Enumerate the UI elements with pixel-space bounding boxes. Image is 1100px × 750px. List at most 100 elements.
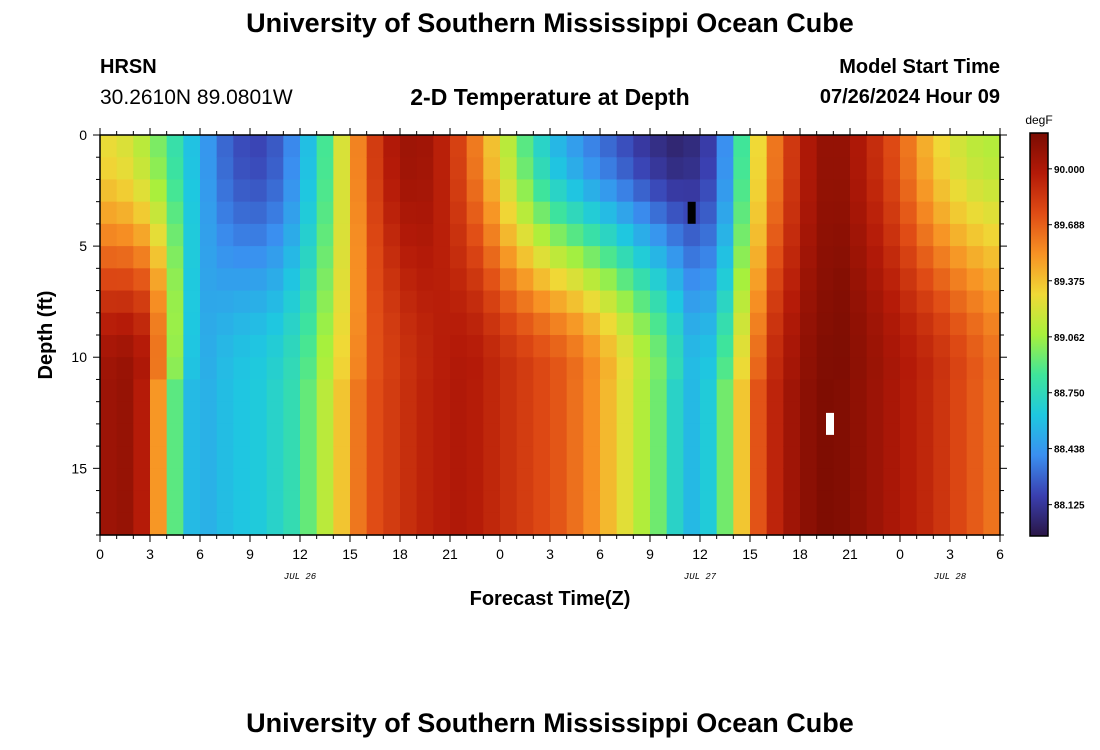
heatmap-cell: [516, 135, 534, 158]
heatmap-cell: [416, 246, 434, 269]
heatmap-cell: [283, 512, 301, 536]
heatmap-cell: [200, 446, 218, 469]
heatmap-cell: [600, 423, 618, 447]
heatmap-cell: [350, 335, 368, 358]
heatmap-cell: [600, 335, 618, 358]
heatmap-cell: [133, 335, 151, 358]
heatmap-cell: [266, 512, 284, 536]
heatmap-cell: [600, 379, 618, 403]
heatmap-cell: [666, 401, 684, 425]
heatmap-cell: [750, 468, 768, 492]
heatmap-cell: [566, 468, 584, 492]
heatmap-cell: [733, 335, 751, 358]
heatmap-cell: [733, 401, 751, 425]
heatmap-cell: [866, 423, 884, 447]
heatmap-cell: [966, 335, 984, 358]
heatmap-cell: [483, 268, 501, 292]
heatmap-cell: [600, 135, 618, 158]
heatmap-cell: [983, 223, 1001, 247]
heatmap-cell: [950, 490, 968, 514]
heatmap-cell: [933, 268, 951, 292]
heatmap-cell: [483, 379, 501, 403]
heatmap-cell: [450, 135, 468, 158]
station-coords: 30.2610N 89.0801W: [100, 86, 293, 109]
heatmap-cell: [650, 490, 668, 514]
heatmap-cell: [883, 290, 901, 314]
heatmap-cell: [900, 379, 918, 403]
heatmap-cell: [100, 290, 118, 314]
colorbar-unit: degF: [1025, 113, 1052, 127]
heatmap-cell: [483, 290, 501, 314]
heatmap-cell: [466, 135, 484, 158]
heatmap-cell: [766, 179, 784, 203]
heatmap-cell: [783, 290, 801, 314]
heatmap-cell: [416, 401, 434, 425]
heatmap-cell: [416, 157, 434, 181]
heatmap-cell: [183, 423, 201, 447]
heatmap-cell: [183, 468, 201, 492]
heatmap-cell: [600, 312, 618, 336]
heatmap-cell: [666, 290, 684, 314]
heatmap-cell: [616, 246, 634, 269]
heatmap-cell: [933, 246, 951, 269]
heatmap-cell: [916, 357, 934, 381]
heatmap-cell: [483, 179, 501, 203]
heatmap-cell: [483, 401, 501, 425]
heatmap-cell: [500, 468, 518, 492]
heatmap-cell: [366, 423, 384, 447]
heatmap-cell: [883, 179, 901, 203]
heatmap-cell: [966, 423, 984, 447]
heatmap-cell: [133, 379, 151, 403]
heatmap-cell: [950, 423, 968, 447]
heatmap-cell: [716, 268, 734, 292]
heatmap-cell: [750, 312, 768, 336]
heatmap-cell: [316, 401, 334, 425]
heatmap-cell: [216, 223, 234, 247]
heatmap-cell: [533, 135, 551, 158]
heatmap-cell: [233, 446, 251, 469]
heatmap-cell: [983, 135, 1001, 158]
heatmap-cell: [683, 268, 701, 292]
heatmap-cell: [950, 201, 968, 225]
heatmap-cell: [300, 490, 318, 514]
heatmap-cell: [550, 335, 568, 358]
heatmap-cell: [650, 223, 668, 247]
heatmap-cell: [916, 201, 934, 225]
heatmap-cell: [100, 357, 118, 381]
heatmap-cell: [966, 223, 984, 247]
heatmap-cell: [466, 490, 484, 514]
heatmap-cell: [183, 179, 201, 203]
heatmap-cell: [333, 179, 351, 203]
heatmap-cell: [883, 223, 901, 247]
heatmap-markers: [687, 201, 834, 435]
heatmap-cell: [283, 157, 301, 181]
heatmap-cell: [100, 335, 118, 358]
heatmap-cell: [650, 246, 668, 269]
heatmap-cell: [233, 512, 251, 536]
heatmap-cell: [433, 512, 451, 536]
heatmap-cell: [633, 290, 651, 314]
heatmap-cell: [516, 268, 534, 292]
heatmap-cell: [300, 246, 318, 269]
model-start-label: Model Start Time: [839, 56, 1000, 78]
heatmap-cell: [950, 135, 968, 158]
heatmap-cell: [200, 401, 218, 425]
heatmap-cell: [666, 490, 684, 514]
heatmap-cell: [366, 512, 384, 536]
heatmap-cell: [183, 290, 201, 314]
heatmap-cell: [750, 290, 768, 314]
heatmap-cell: [650, 401, 668, 425]
heatmap-cell: [133, 423, 151, 447]
heatmap-cell: [633, 312, 651, 336]
heatmap-cell: [566, 446, 584, 469]
heatmap-cell: [350, 135, 368, 158]
heatmap-cell: [650, 179, 668, 203]
heatmap-cell: [650, 312, 668, 336]
heatmap-cell: [966, 179, 984, 203]
heatmap-cell: [833, 179, 851, 203]
heatmap-cell: [233, 201, 251, 225]
heatmap-cell: [250, 357, 268, 381]
heatmap-cell: [983, 312, 1001, 336]
heatmap-cell: [800, 401, 818, 425]
date-label: JUL 28: [934, 572, 967, 582]
